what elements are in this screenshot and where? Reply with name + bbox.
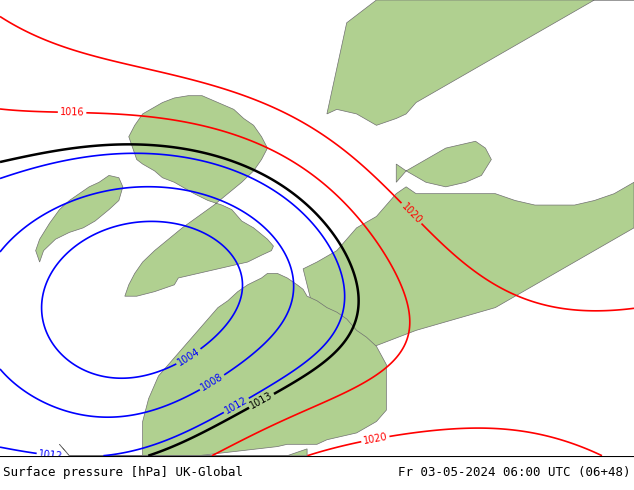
- Polygon shape: [60, 444, 307, 456]
- Text: 1020: 1020: [362, 432, 389, 446]
- Text: 1004: 1004: [176, 346, 202, 368]
- Text: Fr 03-05-2024 06:00 UTC (06+48): Fr 03-05-2024 06:00 UTC (06+48): [398, 466, 631, 479]
- Text: 1008: 1008: [199, 372, 225, 393]
- Text: 1020: 1020: [399, 201, 424, 226]
- Text: 1012: 1012: [38, 449, 63, 462]
- Polygon shape: [327, 0, 634, 125]
- Polygon shape: [303, 182, 634, 365]
- Polygon shape: [125, 96, 273, 296]
- Polygon shape: [143, 273, 386, 456]
- Text: 1012: 1012: [223, 395, 250, 416]
- Polygon shape: [396, 141, 491, 187]
- Text: Surface pressure [hPa] UK-Global: Surface pressure [hPa] UK-Global: [3, 466, 243, 479]
- Polygon shape: [36, 175, 123, 262]
- Text: 1013: 1013: [249, 391, 275, 411]
- Text: 1016: 1016: [60, 107, 84, 118]
